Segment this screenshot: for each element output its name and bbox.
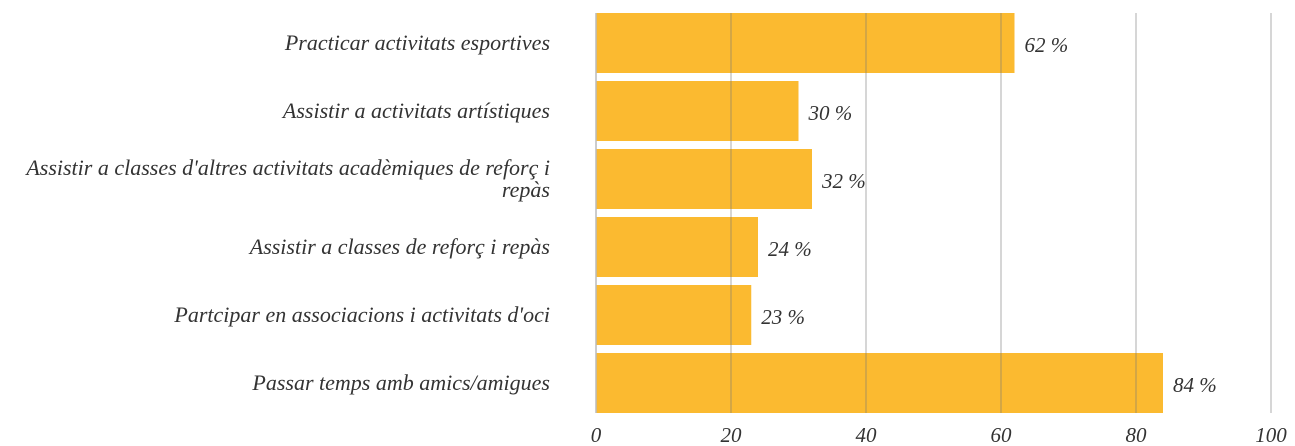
x-tick-label: 0 bbox=[591, 423, 602, 446]
value-label: 62 % bbox=[1025, 33, 1069, 57]
x-tick-label: 20 bbox=[721, 423, 743, 446]
bar bbox=[596, 149, 812, 209]
y-tick-label: Practicar activitats esportives bbox=[284, 30, 550, 55]
y-tick-label: Partcipar en associacions i activitats d… bbox=[174, 302, 550, 327]
bar bbox=[596, 217, 758, 277]
bar bbox=[596, 81, 799, 141]
y-tick-label: Passar temps amb amics/amigues bbox=[252, 370, 550, 395]
x-tick-label: 80 bbox=[1126, 423, 1148, 446]
x-tick-label: 40 bbox=[856, 423, 878, 446]
bar bbox=[596, 353, 1163, 413]
value-label: 84 % bbox=[1173, 373, 1217, 397]
bar bbox=[596, 285, 752, 345]
value-label: 32 % bbox=[821, 169, 866, 193]
value-label: 23 % bbox=[761, 305, 805, 329]
value-label: 30 % bbox=[808, 101, 853, 125]
x-tick-label: 100 bbox=[1255, 423, 1287, 446]
y-tick-label: Assistir a classes d'altres activitats a… bbox=[26, 155, 550, 202]
bar bbox=[596, 13, 1015, 73]
value-label: 24 % bbox=[768, 237, 812, 261]
y-tick-label: Assistir a activitats artístiques bbox=[282, 98, 550, 123]
x-tick-label: 60 bbox=[991, 423, 1013, 446]
y-tick-label: Assistir a classes de reforç i repàs bbox=[249, 234, 550, 259]
